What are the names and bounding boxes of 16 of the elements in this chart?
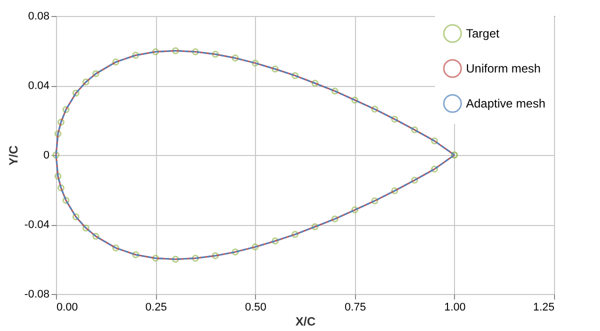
x-axis-title: X/C: [295, 314, 316, 328]
y-axis-title: Y/C: [6, 145, 20, 166]
x-tick-label: 1.25: [533, 302, 554, 314]
legend-label: Target: [466, 26, 500, 40]
x-tick-label: 0.25: [145, 302, 167, 314]
legend-label: Uniform mesh: [466, 62, 541, 76]
y-tick-label: 0: [43, 150, 50, 162]
y-tick-label: -0.04: [24, 219, 50, 231]
y-tick-label: 0.04: [28, 80, 50, 92]
x-tick-label: 1.00: [444, 302, 466, 314]
y-tick-label: -0.08: [24, 288, 50, 300]
legend-label: Adaptive mesh: [466, 96, 546, 110]
y-tick-label: 0.08: [28, 10, 50, 22]
x-tick-label: 0.75: [344, 302, 366, 314]
x-tick-label: 0.50: [244, 302, 266, 314]
x-tick-label: 0.00: [56, 302, 78, 314]
